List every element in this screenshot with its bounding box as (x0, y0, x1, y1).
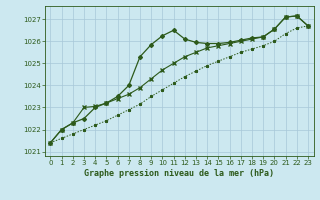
X-axis label: Graphe pression niveau de la mer (hPa): Graphe pression niveau de la mer (hPa) (84, 169, 274, 178)
